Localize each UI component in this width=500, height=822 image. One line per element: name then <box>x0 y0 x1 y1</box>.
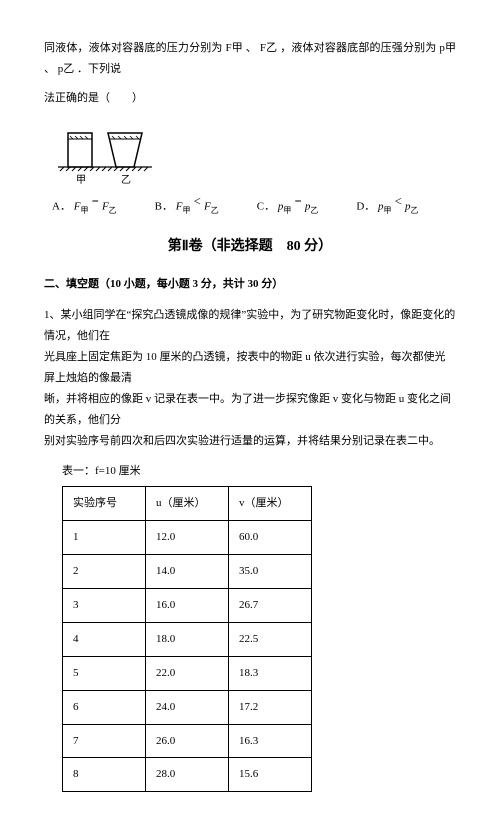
table-row: 828.015.6 <box>63 758 312 792</box>
table-cell: 2 <box>63 555 146 589</box>
table-cell: 7 <box>63 724 146 758</box>
opt-d-prefix: D． <box>356 200 375 212</box>
opt-b-left: F <box>176 200 183 212</box>
subsection-heading: 二、填空题（10 小题，每小题 3 分，共计 30 分） <box>44 274 456 295</box>
table-cell: 6 <box>63 690 146 724</box>
q-l3: 晰，并将相应的像距 v 记录在表一中。为了进一步探究像距 v 变化与物距 u 变… <box>44 393 451 426</box>
table-cell: 12.0 <box>146 521 229 555</box>
opt-c-prefix: C． <box>257 200 275 212</box>
table-cell: 22.0 <box>146 656 229 690</box>
intro-line1: 同液体，液体对容器底的压力分别为 F甲 、 F乙 ，液体对容器底部的压强分别为 … <box>44 38 456 80</box>
table-row: 418.022.5 <box>63 622 312 656</box>
q-l1: 某小组同学在“探究凸透镜成像的规律”实验中，为了研究物距变化时，像距变化的情况，… <box>44 309 455 342</box>
table-row: 112.060.0 <box>63 521 312 555</box>
table-cell: 28.0 <box>146 758 229 792</box>
intro-line2: 法正确的是（ ） <box>44 88 456 109</box>
th-seq: 实验序号 <box>63 487 146 521</box>
opt-b-lsub: 甲 <box>183 206 191 215</box>
table-row: 624.017.2 <box>63 690 312 724</box>
opt-d-rsub: 乙 <box>411 206 419 215</box>
table-row: 214.035.0 <box>63 555 312 589</box>
table-cell: 17.2 <box>229 690 312 724</box>
container-figure: 甲 乙 <box>56 121 456 185</box>
table-cell: 35.0 <box>229 555 312 589</box>
opt-a-lsub: 甲 <box>80 206 88 215</box>
opt-a-prefix: A． <box>52 200 71 212</box>
opt-d-op: ＜ <box>394 197 402 206</box>
table-header-row: 实验序号 u（厘米） v（厘米） <box>63 487 312 521</box>
vessel-diagram: 甲 乙 <box>56 121 156 185</box>
table-body: 112.060.0214.035.0316.026.7418.022.5522.… <box>63 521 312 792</box>
q-l2: 光具座上固定焦距为 10 厘米的凸透镜，按表中的物距 u 依次进行实验，每次都使… <box>44 351 446 384</box>
q-l4: 别对实验序号前四次和后四次实验进行适量的运算，并将结果分别记录在表二中。 <box>44 435 440 447</box>
table-cell: 3 <box>63 588 146 622</box>
table-cell: 26.7 <box>229 588 312 622</box>
opt-a-rsub: 乙 <box>109 206 117 215</box>
opt-a-right: F <box>102 200 109 212</box>
table-cell: 18.0 <box>146 622 229 656</box>
q-num: 1、 <box>44 309 61 321</box>
table-cell: 60.0 <box>229 521 312 555</box>
opt-b-rsub: 乙 <box>211 206 219 215</box>
th-u: u（厘米） <box>146 487 229 521</box>
opt-a-op: ＝ <box>91 197 99 206</box>
table-caption: 表一：f=10 厘米 <box>62 461 456 482</box>
table-cell: 16.3 <box>229 724 312 758</box>
question-text: 1、某小组同学在“探究凸透镜成像的规律”实验中，为了研究物距变化时，像距变化的情… <box>44 305 456 451</box>
opt-c-op: ＝ <box>294 197 302 206</box>
vessel-label-right: 乙 <box>121 174 131 185</box>
opt-c-lsub: 甲 <box>283 206 291 215</box>
table-cell: 14.0 <box>146 555 229 589</box>
table-cell: 22.5 <box>229 622 312 656</box>
th-v: v（厘米） <box>229 487 312 521</box>
table-cell: 1 <box>63 521 146 555</box>
option-d: D． p甲 ＜ p乙 <box>356 195 418 218</box>
section-title: 第Ⅱ卷（非选择题 80 分） <box>44 234 456 261</box>
table-cell: 16.0 <box>146 588 229 622</box>
option-c: C． p甲 ＝ p乙 <box>257 195 319 218</box>
opt-b-op: ＜ <box>193 197 201 206</box>
vessel-label-left: 甲 <box>76 175 86 185</box>
table-row: 316.026.7 <box>63 588 312 622</box>
table-row: 726.016.3 <box>63 724 312 758</box>
data-table: 实验序号 u（厘米） v（厘米） 112.060.0214.035.0316.0… <box>62 486 312 792</box>
table-cell: 5 <box>63 656 146 690</box>
opt-d-lsub: 甲 <box>384 206 392 215</box>
table-cell: 8 <box>63 758 146 792</box>
table-cell: 15.6 <box>229 758 312 792</box>
opt-c-rsub: 乙 <box>310 206 318 215</box>
options-row: A． F甲 ＝ F乙 B． F甲 ＜ F乙 C． p甲 ＝ p乙 D． p甲 ＜… <box>52 195 456 218</box>
opt-b-right: F <box>204 200 211 212</box>
table-cell: 4 <box>63 622 146 656</box>
table-row: 522.018.3 <box>63 656 312 690</box>
table-cell: 26.0 <box>146 724 229 758</box>
option-a: A． F甲 ＝ F乙 <box>52 195 117 218</box>
table-cell: 24.0 <box>146 690 229 724</box>
opt-b-prefix: B． <box>155 200 173 212</box>
table-cell: 18.3 <box>229 656 312 690</box>
option-b: B． F甲 ＜ F乙 <box>155 195 219 218</box>
